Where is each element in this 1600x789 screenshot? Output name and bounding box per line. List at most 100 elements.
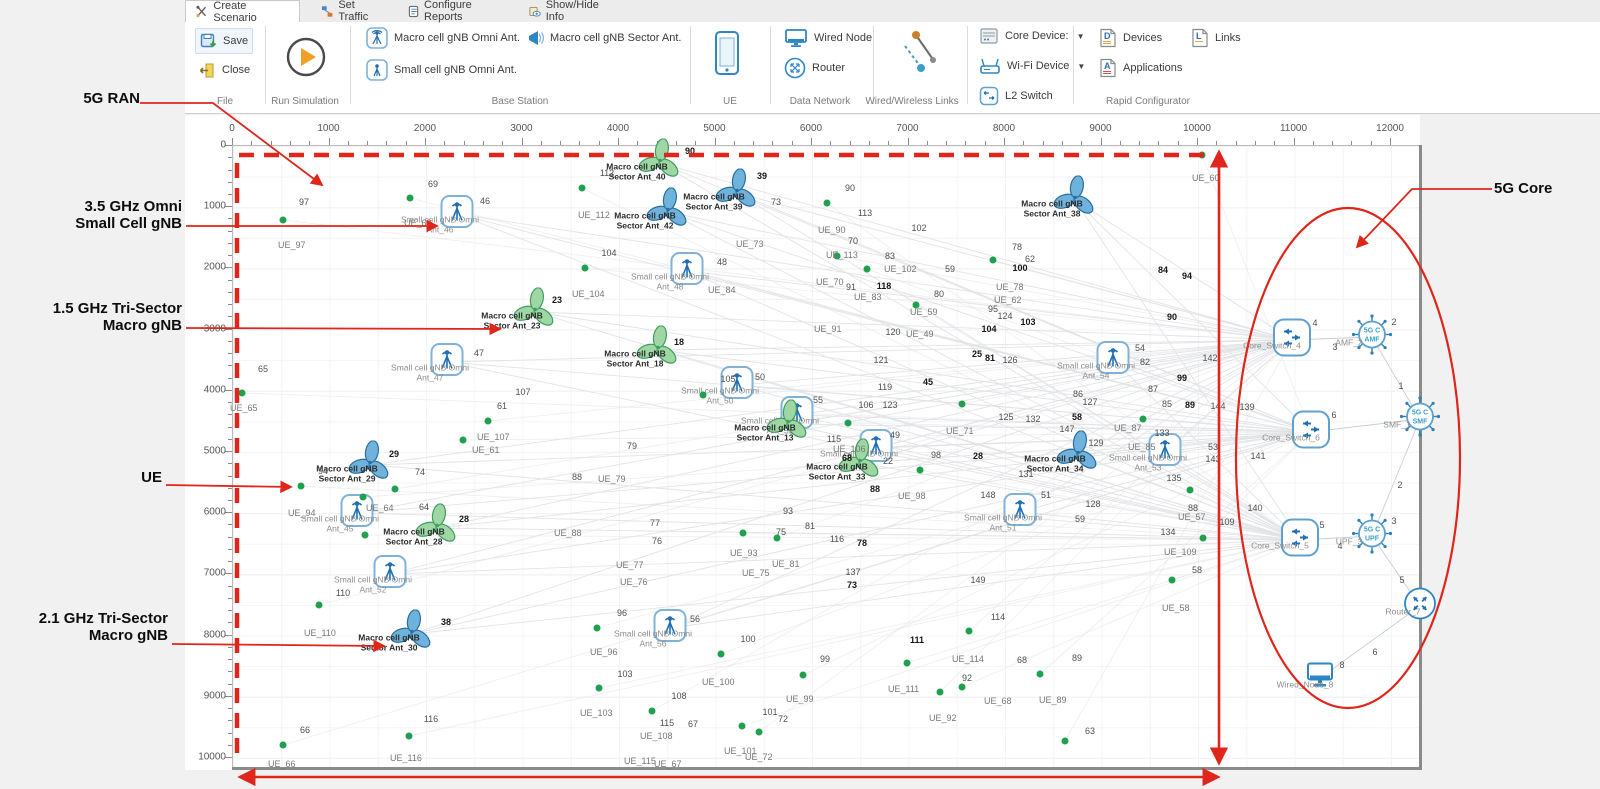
ue-node[interactable] — [484, 417, 492, 425]
device-Ant_52[interactable]: Small cell gNB Omni Ant_52 — [334, 555, 412, 595]
ue-node[interactable] — [359, 493, 367, 501]
ue-node[interactable] — [863, 265, 871, 273]
ue-node[interactable] — [1198, 151, 1206, 159]
device-Ant_51[interactable]: Small cell gNB Omni Ant_51 — [964, 493, 1042, 533]
ruler-tick-y — [228, 708, 232, 709]
wired-node-icon — [785, 29, 807, 47]
tab-create-scenario[interactable]: Create Scenario — [185, 0, 300, 24]
ue-node[interactable] — [823, 199, 831, 207]
device-Sector_Ant_29[interactable]: Macro cell gNB Sector Ant_29 — [316, 440, 393, 490]
ue-node[interactable] — [903, 659, 911, 667]
device-Ant_54[interactable]: Small cell gNB Omni Ant_54 — [1057, 341, 1135, 381]
ue-node[interactable] — [581, 264, 589, 272]
ue-node[interactable] — [958, 683, 966, 691]
ue-node[interactable] — [1168, 576, 1176, 584]
device-Router_7[interactable]: Router_7 — [1386, 587, 1437, 626]
device-label: Macro cell gNB Sector Ant_29 — [316, 463, 378, 484]
ue-node[interactable] — [1061, 737, 1069, 745]
device-Ant_50[interactable]: Small cell gNB Omni Ant_50 — [681, 366, 759, 406]
device-Ant_48[interactable]: Small cell gNB Omni Ant_48 — [631, 252, 709, 292]
ue-node[interactable] — [1199, 534, 1207, 542]
device-AMF_2[interactable]: 5G C AMF AMF_2 — [1335, 312, 1395, 363]
device-Sector_Ant_18[interactable]: Macro cell gNB Sector Ant_18 — [604, 325, 681, 375]
ue-node[interactable] — [279, 741, 287, 749]
ruler-label-x: 2000 — [413, 123, 437, 134]
ruler-tick-x — [289, 141, 291, 145]
ue-node[interactable] — [1186, 486, 1194, 494]
device-Sector_Ant_38[interactable]: Macro cell gNB Sector Ant_38 — [1021, 175, 1098, 225]
macro-gnb-sector-button[interactable]: Macro cell gNB Sector Ant. — [520, 26, 685, 50]
ue-node[interactable] — [936, 688, 944, 696]
ue-node[interactable] — [391, 485, 399, 493]
ue-node[interactable] — [965, 627, 973, 635]
macro-gnb-omni-button[interactable]: Macro cell gNB Omni Ant. — [362, 26, 524, 50]
device-Sector_Ant_40[interactable]: Macro cell gNB Sector Ant_40 — [606, 138, 683, 188]
ue-node[interactable] — [459, 436, 467, 444]
close-button[interactable]: Close — [195, 58, 254, 82]
device-Core_Switch_6[interactable]: Core_Switch_6 — [1262, 410, 1331, 455]
ue-button[interactable] — [714, 30, 740, 81]
device-label: Small cell gNB Omni Ant_51 — [964, 512, 1042, 533]
wired-wireless-link-button[interactable] — [895, 28, 941, 81]
tab-configure-reports[interactable]: Configure Reports — [398, 0, 516, 23]
tab-show-hide-info[interactable]: Show/Hide Info — [519, 0, 623, 23]
ue-node[interactable] — [578, 184, 586, 192]
ruler-label-x: 4000 — [606, 123, 630, 134]
device-SMF_1[interactable]: 5G C SMF SMF_1 — [1383, 394, 1443, 445]
device-Sector_Ant_30[interactable]: Macro cell gNB Sector Ant_30 — [358, 609, 435, 659]
device-Sector_Ant_13[interactable]: Macro cell gNB Sector Ant_13 — [734, 399, 811, 449]
link-id-label: 132 — [1025, 414, 1041, 424]
device-Wired_Node_8[interactable]: Wired_Node_8 — [1277, 662, 1335, 695]
link-id-label: 113 — [857, 208, 873, 218]
link-id-label: 29 — [388, 449, 400, 459]
wired-node-button[interactable]: Wired Node — [780, 26, 876, 50]
tab-set-traffic[interactable]: Set Traffic — [311, 0, 395, 23]
ue-node[interactable] — [315, 601, 323, 609]
ue-node[interactable] — [844, 419, 852, 427]
ue-node[interactable] — [1139, 415, 1147, 423]
link-id-label: 18 — [673, 337, 685, 347]
device-label: UPF_3 — [1335, 536, 1363, 547]
ruler-label-x: 5000 — [703, 123, 726, 134]
ue-node[interactable] — [916, 466, 924, 474]
router-button[interactable]: Router — [780, 56, 849, 80]
ue-node[interactable] — [717, 650, 725, 658]
run-simulation-button[interactable] — [284, 35, 328, 84]
ue-node[interactable] — [989, 256, 997, 264]
device-Ant_46[interactable]: Small cell gNB Omni Ant_46 — [401, 195, 479, 235]
device-UPF_3[interactable]: 5G C UPF UPF_3 — [1336, 511, 1395, 562]
device-Ant_56[interactable]: Small cell gNB Omni Ant_56 — [614, 609, 692, 649]
ue-node[interactable] — [405, 732, 413, 740]
ue-node[interactable] — [297, 482, 305, 490]
ue-node[interactable] — [279, 216, 287, 224]
device-Ant_47[interactable]: Small cell gNB Omni Ant_47 — [391, 343, 469, 383]
device-Ant_53[interactable]: Small cell gNB Omni Ant_53 — [1109, 433, 1187, 473]
wifi-device-dropdown[interactable]: Wi-Fi Device ▼ — [975, 54, 1089, 78]
ue-node[interactable] — [739, 529, 747, 537]
macro-gnb-sector-label: Macro cell gNB Sector Ant. — [550, 32, 682, 44]
save-button[interactable]: Save — [195, 28, 254, 54]
ue-node[interactable] — [738, 722, 746, 730]
rapid-devices-button[interactable]: D Devices — [1095, 26, 1166, 50]
ue-node[interactable] — [699, 391, 707, 399]
ue-node[interactable] — [593, 624, 601, 632]
rapid-links-button[interactable]: L Links — [1187, 26, 1245, 50]
ue-node[interactable] — [238, 389, 246, 397]
small-gnb-omni-button[interactable]: Small cell gNB Omni Ant. — [362, 58, 521, 82]
ue-node[interactable] — [799, 671, 807, 679]
ue-node[interactable] — [648, 707, 656, 715]
ue-node[interactable] — [361, 531, 369, 539]
ue-label: UE_62 — [994, 295, 1022, 305]
ue-node[interactable] — [595, 684, 603, 692]
core-device-dropdown[interactable]: Core Device: ▼ — [975, 24, 1089, 48]
device-Sector_Ant_39[interactable]: Macro cell gNB Sector Ant_39 — [683, 168, 760, 218]
ruler-tick-x — [753, 141, 755, 145]
ue-node[interactable] — [958, 400, 966, 408]
device-label: Macro cell gNB Sector Ant_30 — [358, 632, 420, 653]
link-id-label: 149 — [970, 575, 986, 585]
ue-node[interactable] — [755, 728, 763, 736]
ue-node[interactable] — [1036, 670, 1044, 678]
ue-node[interactable] — [406, 194, 414, 202]
rapid-applications-button[interactable]: A Applications — [1095, 56, 1186, 80]
l2-switch-button[interactable]: L2 Switch — [975, 84, 1057, 108]
